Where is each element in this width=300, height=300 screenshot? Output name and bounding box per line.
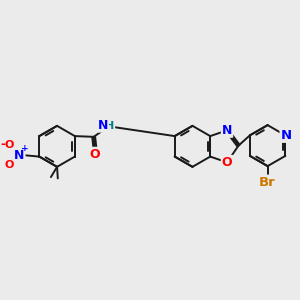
Text: O: O <box>4 140 14 150</box>
Text: O: O <box>222 156 232 169</box>
Text: N: N <box>280 129 292 142</box>
Text: N: N <box>98 119 108 132</box>
Text: N: N <box>14 148 25 162</box>
Text: -: - <box>1 138 6 151</box>
Text: N: N <box>222 124 232 137</box>
Text: O: O <box>4 160 14 170</box>
Text: Br: Br <box>259 176 276 189</box>
Text: O: O <box>90 148 101 161</box>
Text: H: H <box>105 121 114 130</box>
Text: +: + <box>22 144 29 153</box>
